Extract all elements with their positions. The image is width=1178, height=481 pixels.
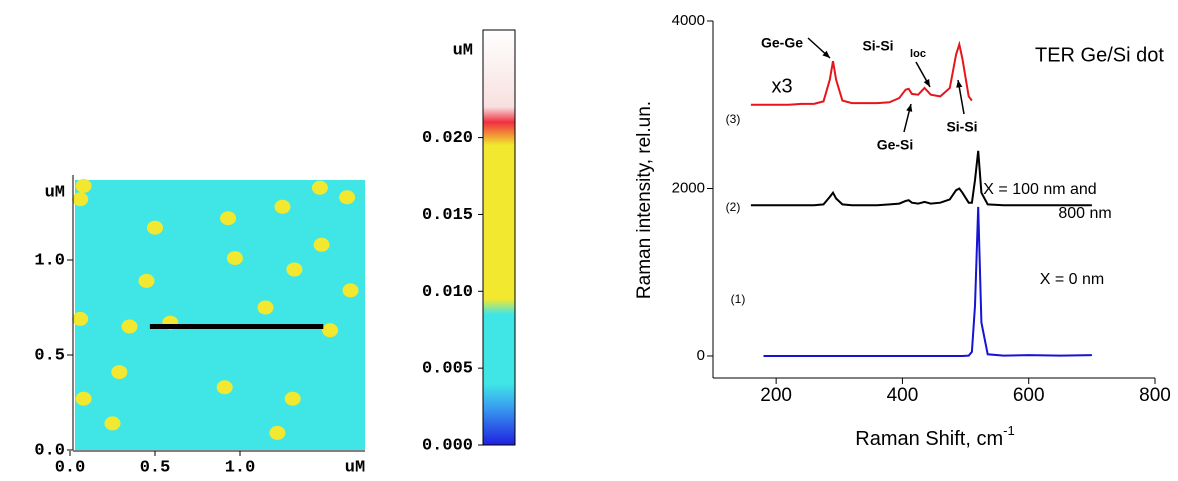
- dot: [339, 190, 355, 204]
- dot: [227, 251, 243, 265]
- series-label: (3): [726, 112, 741, 126]
- annotation: Ge-Si: [877, 137, 914, 153]
- dot: [286, 263, 302, 277]
- arrow-head: [956, 80, 962, 88]
- x-tick-label: 200: [760, 385, 792, 406]
- y-tick-label: 0: [697, 347, 705, 364]
- dot: [76, 179, 92, 193]
- annotation: X = 100 nm and: [983, 181, 1096, 198]
- x-tick-label: 0.5: [140, 458, 171, 477]
- y-tick-label: 4000: [672, 12, 705, 29]
- annotation: x3: [771, 75, 792, 97]
- dot: [285, 392, 301, 406]
- y-tick-label: 1.0: [34, 251, 65, 270]
- colorbar-label: uM: [453, 41, 473, 60]
- colorbar-tick-label: 0.005: [422, 360, 473, 379]
- dot: [139, 274, 155, 288]
- colorbar: [483, 30, 515, 445]
- dot: [314, 238, 330, 252]
- dot: [76, 392, 92, 406]
- figure: 0.00.51.00.00.51.0uMuM0.0000.0050.0100.0…: [0, 0, 1178, 481]
- dot: [312, 181, 328, 195]
- colorbar-tick-label: 0.020: [422, 129, 473, 148]
- x-tick-label: 1.0: [225, 458, 256, 477]
- dot: [217, 380, 233, 394]
- y-tick-label: 0.5: [34, 346, 65, 365]
- dot: [72, 192, 88, 206]
- y-tick-label: 2000: [672, 179, 705, 196]
- dot: [322, 323, 338, 337]
- colorbar-tick-label: 0.000: [422, 436, 473, 455]
- colorbar-tick-label: 0.010: [422, 283, 473, 302]
- dot: [105, 416, 121, 430]
- annotation: Si-Si: [946, 119, 977, 135]
- x-tick-label: 0.0: [55, 458, 86, 477]
- x-axis-label-sup: -1: [1003, 423, 1015, 438]
- annotation: X = 0 nm: [1040, 271, 1104, 288]
- x-axis-label: uM: [345, 458, 365, 477]
- series-label: (2): [726, 200, 741, 214]
- x-tick-label: 800: [1139, 385, 1171, 406]
- series-label: (1): [731, 292, 746, 306]
- dot: [220, 211, 236, 225]
- dot: [269, 426, 285, 440]
- dot: [111, 365, 127, 379]
- y-axis-label: Raman intensity, rel.un.: [634, 101, 655, 299]
- annotation: Ge-Ge: [761, 35, 803, 51]
- x-axis-label-main: Raman Shift, cm: [855, 428, 1003, 450]
- dot: [122, 320, 138, 334]
- colorbar-tick-label: 0.015: [422, 206, 473, 225]
- x-axis-label: Raman Shift, cm-1: [855, 423, 1014, 450]
- dot: [72, 312, 88, 326]
- annotation: TER Ge/Si dot: [1035, 44, 1164, 66]
- dot: [275, 200, 291, 214]
- dot: [258, 301, 274, 315]
- annotation: loc: [910, 48, 926, 60]
- afm-image: [75, 180, 365, 450]
- x-tick-label: 400: [887, 385, 919, 406]
- y-axis-label: uM: [45, 183, 65, 202]
- dot: [343, 283, 359, 297]
- x-tick-label: 600: [1013, 385, 1045, 406]
- annotation: 800 nm: [1058, 205, 1111, 222]
- annotation: Si-Si: [862, 38, 893, 54]
- dot: [147, 221, 163, 235]
